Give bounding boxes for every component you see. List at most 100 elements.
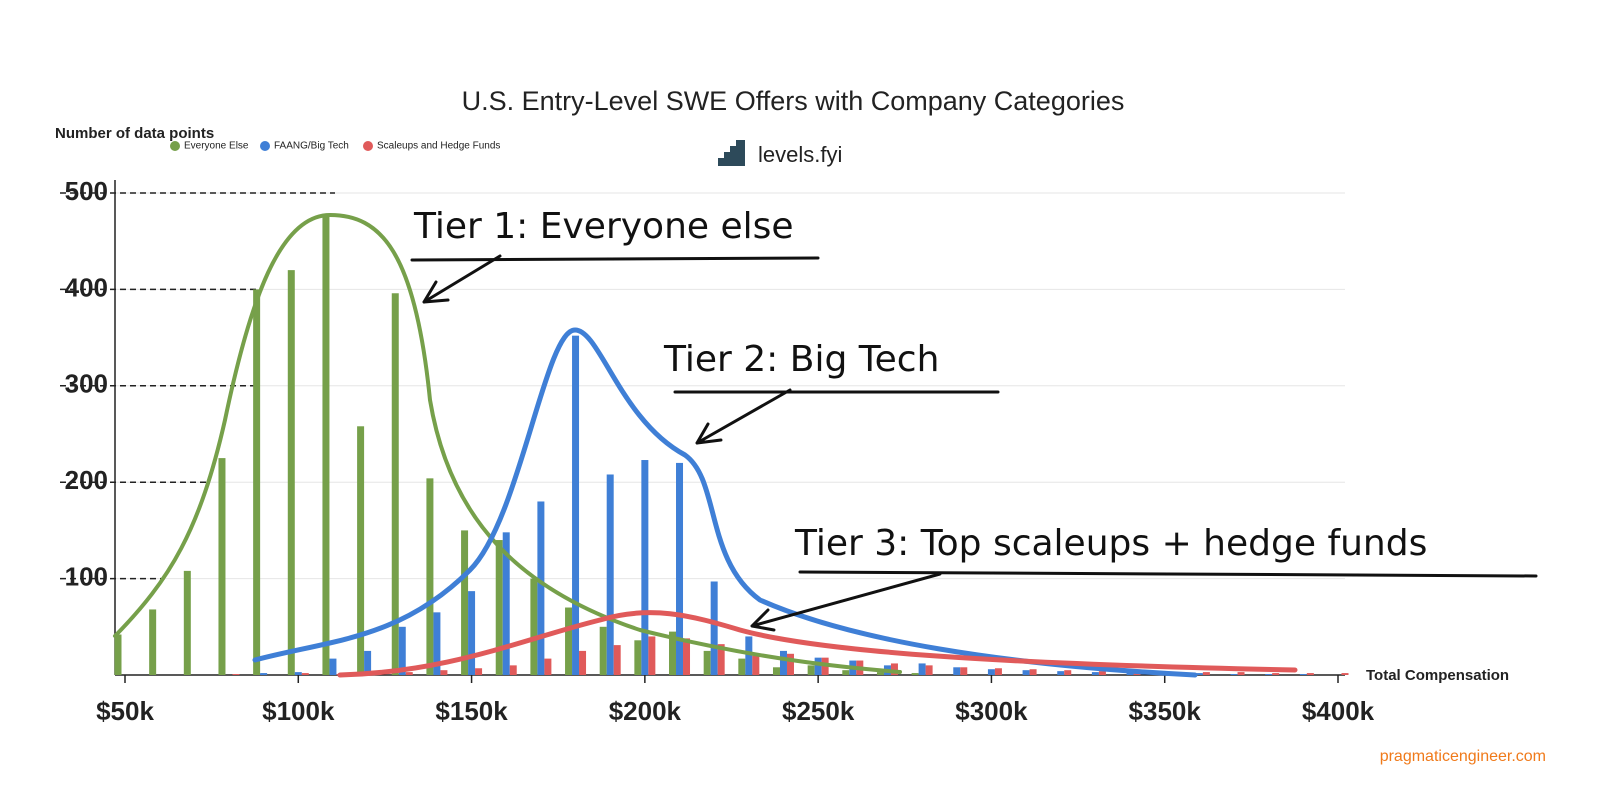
- bar: [433, 612, 441, 675]
- bar: [572, 335, 580, 675]
- curves: [113, 212, 1298, 678]
- bar: [1237, 672, 1245, 675]
- bar: [772, 667, 780, 675]
- legend-swatch: [170, 141, 180, 151]
- bar: [1265, 674, 1273, 675]
- bar: [426, 478, 434, 675]
- bar: [890, 663, 898, 675]
- bar: [218, 458, 226, 675]
- bar: [710, 581, 718, 675]
- legend-label: Scaleups and Hedge Funds: [377, 141, 500, 152]
- bar: [1091, 672, 1099, 675]
- bar: [918, 663, 926, 675]
- bar: [1195, 673, 1203, 675]
- bar: [1126, 672, 1134, 675]
- y-tick-label: 400: [65, 272, 108, 302]
- bar: [149, 609, 157, 675]
- bar: [1022, 670, 1030, 675]
- bar: [703, 650, 711, 675]
- x-tick-label: $150k: [435, 696, 508, 726]
- bar: [876, 672, 884, 675]
- bar: [613, 645, 621, 675]
- bar: [530, 578, 538, 675]
- bar: [842, 670, 850, 675]
- x-tick-label: $100k: [262, 696, 335, 726]
- bar: [634, 640, 642, 675]
- bar: [1029, 669, 1037, 675]
- bar: [232, 674, 240, 675]
- bar: [960, 667, 968, 675]
- bar: [1230, 674, 1238, 675]
- bar: [475, 668, 483, 675]
- bar: [911, 673, 919, 675]
- bar: [953, 667, 961, 675]
- x-tick-label: $200k: [609, 696, 682, 726]
- x-tick-label: $250k: [782, 696, 855, 726]
- y-axis-label-text: Number of data points: [55, 125, 214, 142]
- bar: [599, 626, 607, 675]
- bar: [779, 650, 787, 675]
- bar: [183, 570, 191, 675]
- legend-label: Everyone Else: [184, 141, 249, 152]
- bar: [1098, 671, 1106, 675]
- x-axis-label: Total Compensation: [1366, 667, 1509, 684]
- bar: [468, 591, 476, 675]
- bar: [987, 669, 995, 675]
- bar: [260, 673, 268, 675]
- bar: [738, 658, 746, 675]
- chart-title: U.S. Entry-Level SWE Offers with Company…: [462, 86, 1125, 116]
- annotations: [410, 254, 1538, 632]
- bar: [814, 657, 822, 675]
- bar: [329, 658, 337, 675]
- bar: [565, 607, 573, 675]
- y-tick-label: 200: [65, 465, 108, 495]
- bar: [786, 653, 794, 675]
- bar: [322, 214, 330, 675]
- bar: [752, 655, 760, 675]
- bar: [509, 665, 517, 675]
- bar: [253, 289, 261, 675]
- bar: [807, 665, 815, 675]
- bar: [287, 270, 295, 675]
- bar: [676, 462, 684, 675]
- bar: [544, 658, 552, 675]
- bar: [669, 631, 677, 675]
- bar: [502, 532, 510, 675]
- bar: [925, 665, 933, 675]
- bar: [537, 501, 545, 675]
- bar: [1306, 673, 1314, 675]
- bar: [495, 540, 503, 675]
- bar: [641, 460, 649, 675]
- bar: [440, 670, 448, 675]
- x-tick-label: $350k: [1129, 696, 1202, 726]
- bar: [357, 426, 365, 675]
- y-axis-label: Number of data points: [55, 125, 214, 142]
- annotation: Tier 2: Big Tech: [663, 339, 939, 380]
- bar: [1057, 671, 1065, 675]
- bar: [114, 634, 122, 675]
- bar: [461, 530, 469, 675]
- y-tick-label: 100: [65, 561, 108, 591]
- bar: [398, 626, 406, 675]
- y-tick-label: 300: [65, 369, 108, 399]
- bar: [648, 636, 656, 675]
- bar: [1272, 673, 1280, 675]
- bar: [745, 636, 753, 675]
- bar: [717, 644, 725, 675]
- legend-swatch: [260, 141, 270, 151]
- x-tick-label: $300k: [955, 696, 1028, 726]
- bar: [301, 673, 309, 675]
- bar: [294, 672, 302, 675]
- annotation: Tier 1: Everyone else: [413, 206, 794, 247]
- legend-swatch: [363, 141, 373, 151]
- bar: [994, 668, 1002, 675]
- x-tick-label: $50k: [96, 696, 154, 726]
- bar: [606, 474, 614, 675]
- logo: [718, 140, 745, 166]
- bar: [1202, 672, 1210, 675]
- bar: [683, 638, 691, 675]
- logo-text: levels.fyi: [758, 142, 842, 167]
- bar: [1064, 670, 1072, 675]
- x-tick-label: $400k: [1302, 696, 1375, 726]
